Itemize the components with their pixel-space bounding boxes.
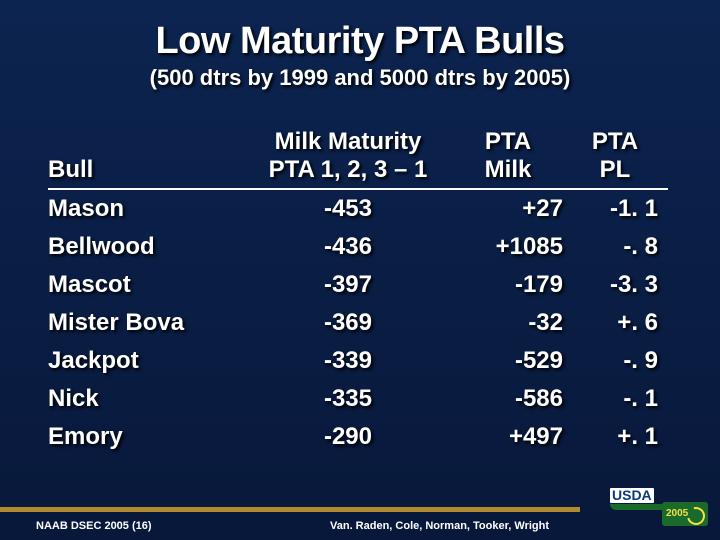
cell-pl: -3. 3: [563, 266, 658, 304]
cell-pl: +. 1: [563, 418, 658, 456]
usda-swoosh-icon: [610, 504, 662, 510]
cell-bull: Mason: [48, 190, 248, 228]
page-title: Low Maturity PTA Bulls: [0, 20, 720, 63]
cell-bull: Nick: [48, 380, 248, 418]
cell-pl: -. 9: [563, 342, 658, 380]
cell-mm: -335: [248, 380, 448, 418]
col-header-ptamilk-line1: PTA: [485, 128, 531, 155]
col-header-pta-pl: PTA PL: [570, 128, 660, 184]
cell-pl: -. 8: [563, 228, 658, 266]
footer-right-text: Van. Raden, Cole, Norman, Tooker, Wright: [330, 520, 549, 532]
usda-logo-icon: USDA: [610, 488, 654, 503]
col-header-ptapl-line1: PTA: [592, 128, 638, 155]
title-block: Low Maturity PTA Bulls (500 dtrs by 1999…: [0, 0, 720, 91]
cell-milk: +27: [448, 190, 563, 228]
col-header-mm-line2: PTA 1, 2, 3 – 1: [269, 156, 428, 183]
cell-milk: -586: [448, 380, 563, 418]
cell-pl: -. 1: [563, 380, 658, 418]
cell-milk: -32: [448, 304, 563, 342]
table-row: Mason-453+27-1. 1: [48, 190, 668, 228]
year-badge-icon: 2005: [662, 502, 708, 526]
cell-bull: Bellwood: [48, 228, 248, 266]
cell-milk: -529: [448, 342, 563, 380]
cell-pl: +. 6: [563, 304, 658, 342]
cell-mm: -339: [248, 342, 448, 380]
cell-mm: -290: [248, 418, 448, 456]
table-row: Jackpot-339-529-. 9: [48, 342, 668, 380]
col-header-pta-milk: PTA Milk: [458, 128, 558, 184]
cell-bull: Mister Bova: [48, 304, 248, 342]
table-row: Mascot-397-179-3. 3: [48, 266, 668, 304]
cell-mm: -369: [248, 304, 448, 342]
page-subtitle: (500 dtrs by 1999 and 5000 dtrs by 2005): [0, 65, 720, 91]
cell-milk: -179: [448, 266, 563, 304]
data-table: Bull Milk Maturity PTA 1, 2, 3 – 1 PTA M…: [48, 130, 668, 456]
col-header-ptamilk-line2: Milk: [485, 156, 532, 183]
cell-bull: Emory: [48, 418, 248, 456]
footer-left-text: NAAB DSEC 2005 (16): [36, 520, 152, 532]
cell-bull: Mascot: [48, 266, 248, 304]
table-row: Mister Bova-369-32+. 6: [48, 304, 668, 342]
footer: NAAB DSEC 2005 (16) Van. Raden, Cole, No…: [0, 504, 720, 540]
cell-milk: +497: [448, 418, 563, 456]
cell-mm: -397: [248, 266, 448, 304]
cell-pl: -1. 1: [563, 190, 658, 228]
cell-bull: Jackpot: [48, 342, 248, 380]
divider-line: [0, 507, 580, 512]
table-header-row: Bull Milk Maturity PTA 1, 2, 3 – 1 PTA M…: [48, 130, 668, 190]
cell-mm: -436: [248, 228, 448, 266]
table-row: Nick-335-586-. 1: [48, 380, 668, 418]
col-header-mm-line1: Milk Maturity: [275, 128, 422, 155]
table-row: Bellwood-436+1085-. 8: [48, 228, 668, 266]
col-header-milk-maturity: Milk Maturity PTA 1, 2, 3 – 1: [248, 128, 448, 184]
cell-milk: +1085: [448, 228, 563, 266]
col-header-ptapl-line2: PL: [600, 156, 631, 183]
logo-area: USDA 2005: [592, 488, 712, 536]
table-row: Emory-290+497+. 1: [48, 418, 668, 456]
col-header-bull: Bull: [48, 156, 248, 184]
cell-mm: -453: [248, 190, 448, 228]
